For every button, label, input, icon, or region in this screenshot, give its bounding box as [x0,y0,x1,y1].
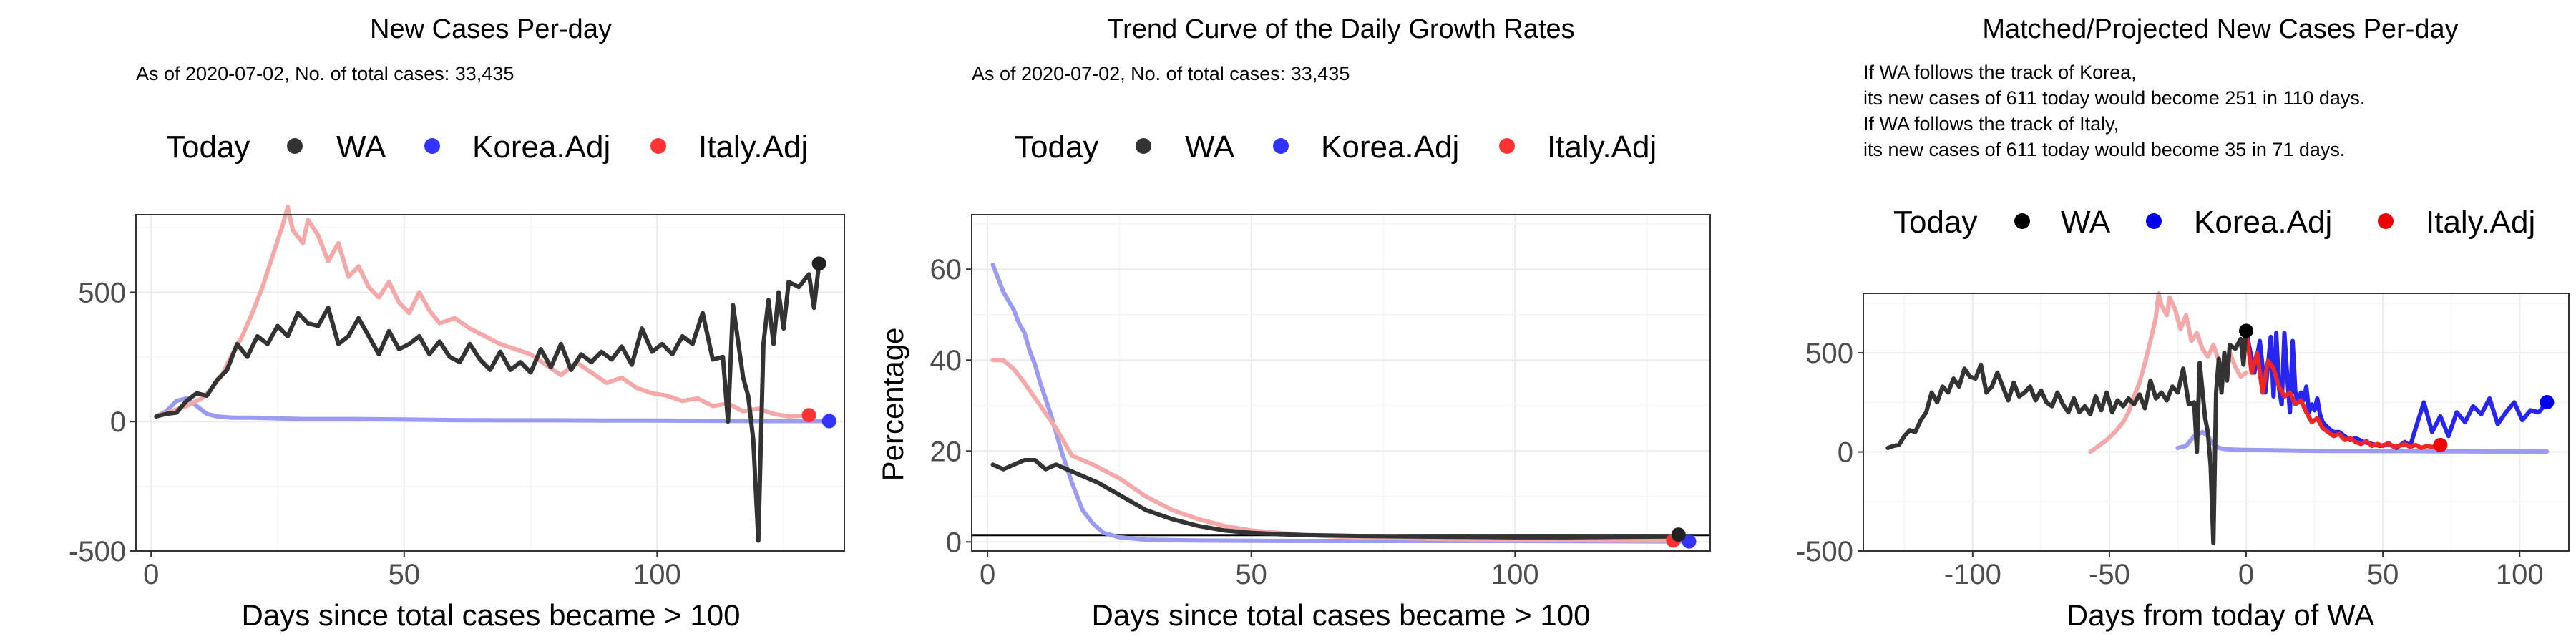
panel-growth-rates: Trend Curve of the Daily Growth Rates As… [876,14,1711,632]
legend-marker-wa [287,138,303,154]
chart-title: Trend Curve of the Daily Growth Rates [1107,14,1574,44]
legend-marker-korea [2146,213,2162,229]
series-line-italy-adj-projected [2244,328,2443,450]
panel-border [971,214,1711,552]
legend-marker-italy [1499,138,1515,154]
y-tick-label: 500 [78,277,126,308]
legend-title: Today [1893,205,1977,240]
x-tick-label: 100 [2496,559,2544,590]
plot-area [1863,291,2569,552]
plot-area [972,215,1710,551]
today-marker-wa [2239,323,2254,338]
today-marker-italy-adj-projected [2433,437,2448,452]
x-axis-label: Days since total cases became > 100 [242,598,741,632]
today-marker-wa [811,256,826,271]
chart-subtitle-line-3: If WA follows the track of Italy, [1863,113,2119,135]
y-tick-label: 500 [1805,338,1853,369]
chart-subtitle-line-2: its new cases of 611 today would become … [1863,87,2365,109]
series-line-italy-adj [154,205,811,419]
legend-marker-italy [2378,213,2394,229]
today-marker-korea-adj [1682,534,1697,549]
legend-title: Today [1015,130,1098,165]
x-tick-label: 100 [1491,559,1539,590]
panel-border [135,214,845,552]
legend-label-korea: Korea.Adj [1321,130,1459,165]
x-tick-label: 0 [980,559,995,590]
legend-title: Today [166,130,250,165]
y-axis-label: Percentage [876,328,909,482]
series-line-korea-adj-projected [2244,328,2550,450]
x-tick-label: 100 [633,559,681,590]
x-tick-label: 0 [143,559,159,590]
legend-label-italy: Italy.Adj [1547,130,1657,165]
legend-label-wa: WA [1185,130,1235,165]
legend-marker-wa [2014,213,2030,229]
today-marker-wa [1671,527,1686,542]
x-tick-label: 0 [2238,559,2254,590]
chart-subtitle-line-4: its new cases of 611 today would become … [1863,139,2345,160]
y-tick-label: -500 [1796,536,1853,567]
panel-new-cases: New Cases Per-day As of 2020-07-02, No. … [69,14,845,632]
y-tick-label: 60 [930,254,962,286]
legend-label-wa: WA [2061,205,2111,240]
x-axis-label: Days from today of WA [2067,598,2374,632]
legend: Today WA Korea.Adj Italy.Adj [166,130,808,165]
today-marker-korea-adj [821,414,836,429]
panel-matched-projected: Matched/Projected New Cases Per-day If W… [1796,14,2570,632]
series-line-wa [154,261,821,543]
legend-marker-italy [650,138,666,154]
legend: Today WA Korea.Adj Italy.Adj [1015,130,1657,165]
x-tick-label: -100 [1944,559,2001,590]
legend-label-italy: Italy.Adj [698,130,808,165]
x-tick-label: 50 [2367,559,2399,590]
series-line-wa [1885,328,2248,545]
y-tick-label: 0 [946,527,962,558]
chart-subtitle-line-1: If WA follows the track of Korea, [1863,62,2137,83]
chart-title: New Cases Per-day [370,14,612,44]
legend-label-italy: Italy.Adj [2426,205,2535,240]
series-line-korea-adj [2175,429,2550,454]
today-marker-korea-adj-projected [2540,395,2555,410]
y-tick-label: 20 [930,436,962,467]
today-marker-italy-adj [801,408,816,423]
series-line-italy-adj [990,358,1676,543]
y-tick-label: 0 [1838,437,1853,469]
x-tick-label: 50 [1235,559,1267,590]
chart-subtitle: As of 2020-07-02, No. of total cases: 33… [972,63,1350,84]
legend-marker-korea [1273,138,1289,154]
legend-marker-wa [1136,138,1151,154]
chart-subtitle: As of 2020-07-02, No. of total cases: 33… [136,63,514,84]
legend-label-korea: Korea.Adj [2194,205,2332,240]
plot-area [136,205,844,552]
x-tick-label: -50 [2089,559,2130,590]
legend: Today WA Korea.Adj Italy.Adj [1893,205,2535,240]
x-tick-label: 50 [389,559,421,590]
y-tick-label: -500 [69,536,126,567]
legend-marker-korea [424,138,440,154]
y-tick-label: 40 [930,345,962,376]
series-line-korea-adj [990,262,1692,544]
y-tick-label: 0 [110,406,126,438]
chart-title: Matched/Projected New Cases Per-day [1982,14,2458,44]
panel-border [1863,293,2570,552]
legend-label-korea: Korea.Adj [472,130,610,165]
legend-label-wa: WA [336,130,386,165]
x-axis-label: Days since total cases became > 100 [1092,598,1591,632]
series-line-wa [990,458,1681,540]
